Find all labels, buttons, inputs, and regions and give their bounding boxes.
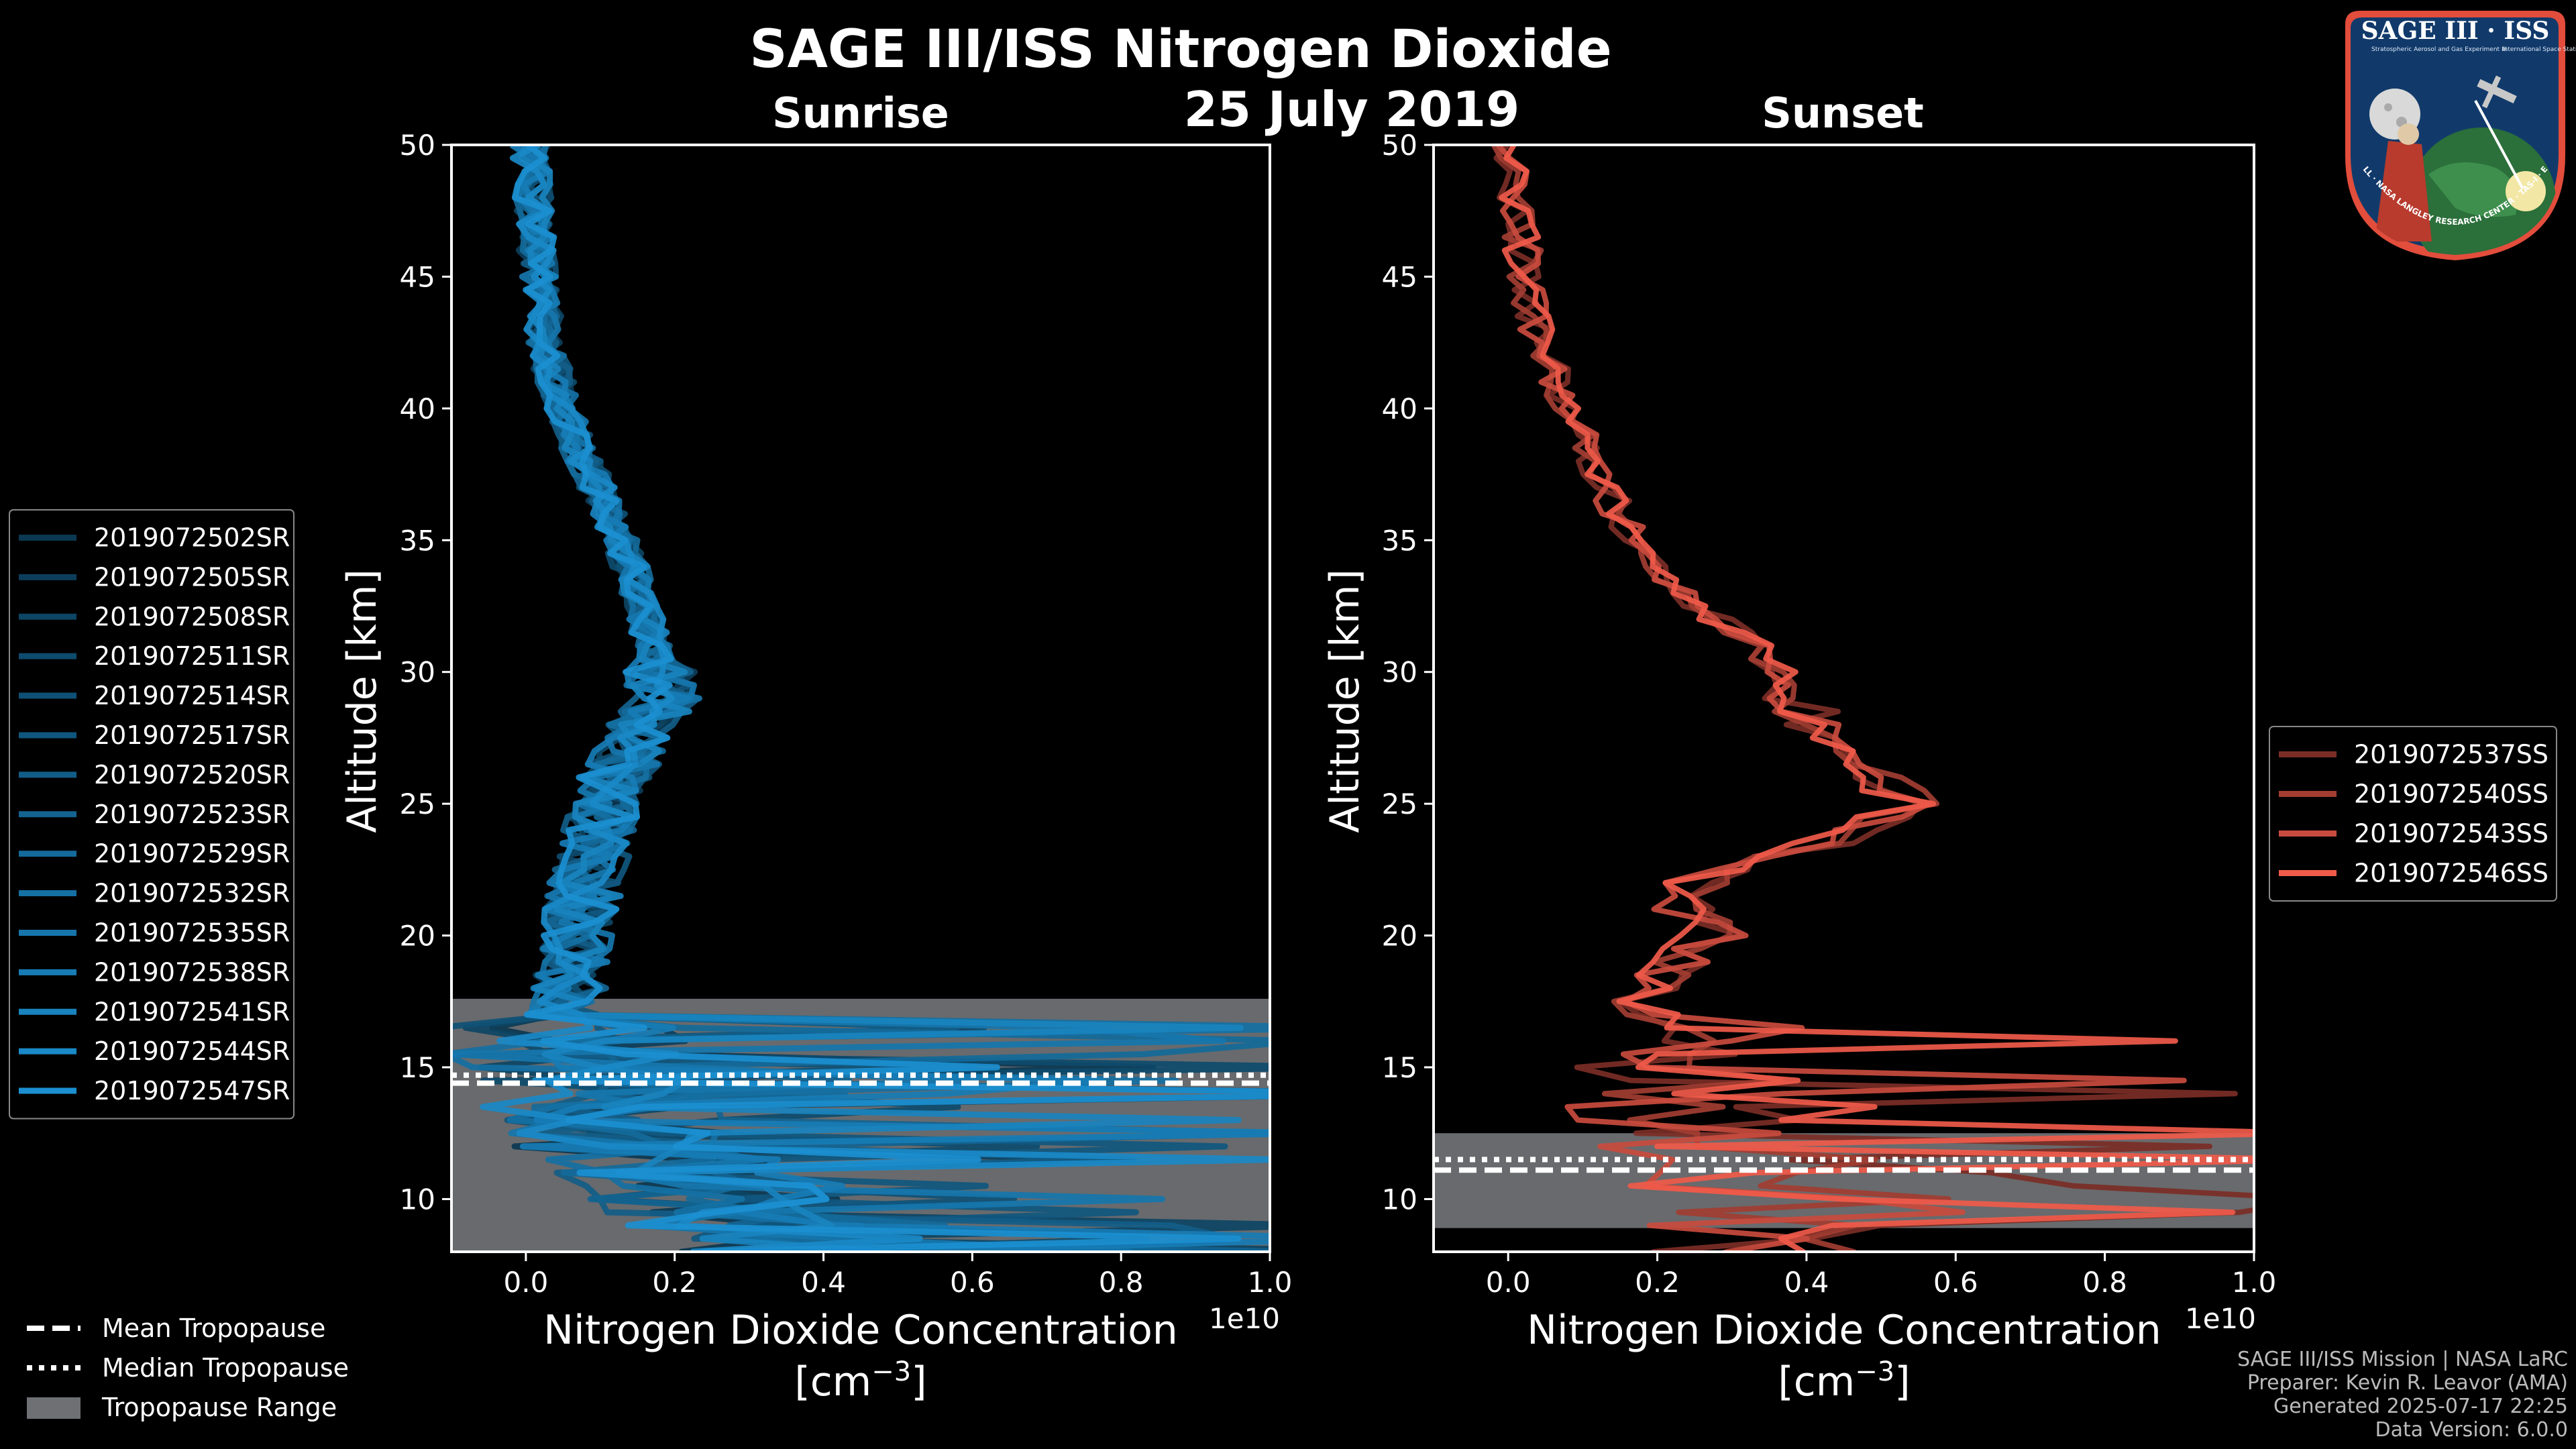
logo-subtitle-left: Stratospheric Aerosol and Gas Experiment… [2371, 46, 2507, 53]
legend-label-2019072532SR: 2019072532SR [94, 879, 290, 908]
tropopause-range-label: Tropopause Range [101, 1393, 337, 1422]
sunset-axes-frame [1432, 144, 2255, 1253]
sunset-legend: 2019072537SS 2019072540SS 2019072543SS 2019… [2269, 726, 2557, 902]
sunrise-ytick-label: 45 [400, 260, 435, 293]
sunrise-ytick-label: 50 [400, 129, 435, 162]
sunset-xlabel: Nitrogen Dioxide Concentration [1527, 1307, 2161, 1354]
legend-label-2019072505SR: 2019072505SR [94, 562, 290, 592]
sunrise-xtick-label: 0.2 [652, 1266, 697, 1299]
footer-data-version: Data Version: 6.0.0 [2375, 1418, 2568, 1442]
sunset-ytick-label: 40 [1382, 392, 1417, 425]
footer-generated: Generated 2025-07-17 22:25 [2273, 1395, 2568, 1418]
sunrise-xtick-label: 0.8 [1099, 1266, 1144, 1299]
sunset-ylabel: Altitude [km] [1322, 569, 1368, 833]
logo-subtitle-right: International Space Station [2502, 46, 2576, 53]
sunset-ytick-label: 50 [1382, 129, 1417, 162]
sunrise-ytick-label: 30 [400, 656, 435, 689]
legend-label-2019072517SR: 2019072517SR [94, 720, 290, 750]
legend-label-2019072537SS: 2019072537SS [2354, 740, 2548, 769]
sunrise-axes-frame [450, 144, 1271, 1253]
legend-label-2019072520SR: 2019072520SR [94, 760, 290, 790]
sunrise-xtick-label: 0.0 [504, 1266, 549, 1299]
legend-frame [2269, 726, 2557, 902]
profile-2019072546SS [1499, 145, 2254, 1252]
footer: SAGE III/ISS Mission | NASA LaRC Prepare… [2237, 1348, 2568, 1442]
sunset-ytick-label: 30 [1382, 656, 1417, 689]
sunset-xlabel-units: [cm−3] [1778, 1356, 1910, 1405]
sunrise-ytick-label: 40 [400, 392, 435, 425]
legend-label-2019072511SR: 2019072511SR [94, 641, 290, 671]
sunrise-title: Sunrise [772, 89, 949, 138]
footer-preparer: Preparer: Kevin R. Leavor (AMA) [2247, 1371, 2568, 1395]
legend-label-2019072523SR: 2019072523SR [94, 800, 290, 829]
sunset-xtick-label: 0.2 [1635, 1266, 1680, 1299]
sunset-ytick-label: 10 [1382, 1183, 1417, 1216]
sunrise-profiles [451, 145, 1270, 1252]
sunset-xtick-label: 0.6 [1933, 1266, 1978, 1299]
legend-label-2019072508SR: 2019072508SR [94, 602, 290, 631]
tropopause-range-swatch [27, 1397, 80, 1419]
sunrise-legend: 2019072502SR 2019072505SR 2019072508SR 2019… [9, 509, 294, 1120]
logo-sun [2506, 171, 2546, 211]
sunset-panel: 0.0 0.2 0.4 0.6 0.8 1.0 10 15 20 25 30 35 40 45 50 [1382, 129, 2277, 1299]
legend-label-2019072535SR: 2019072535SR [94, 918, 290, 947]
sunrise-xtick-label: 0.4 [801, 1266, 846, 1299]
sunrise-xlabel-units: [cm−3] [794, 1356, 926, 1405]
sunset-ytick-label: 25 [1382, 788, 1417, 820]
median-tropopause-label: Median Tropopause [102, 1353, 349, 1383]
figure-date: 25 July 2019 [1184, 81, 1519, 138]
legend-label-2019072541SR: 2019072541SR [94, 997, 290, 1026]
sunrise-xlabel: Nitrogen Dioxide Concentration [543, 1307, 1178, 1354]
sunrise-xtick-label: 1.0 [1248, 1266, 1293, 1299]
logo-iss [2477, 78, 2517, 104]
legend-label-2019072538SR: 2019072538SR [94, 957, 290, 987]
legend-label-2019072547SR: 2019072547SR [94, 1076, 290, 1106]
sunset-ytick-label: 15 [1382, 1051, 1417, 1084]
legend-label-2019072543SS: 2019072543SS [2354, 819, 2548, 849]
sunrise-x-scale: 1e10 [1209, 1302, 1280, 1335]
sunrise-ylabel: Altitude [km] [339, 569, 386, 833]
sunset-ytick-label: 20 [1382, 920, 1417, 953]
logo-title: SAGE III · ISS [2361, 17, 2550, 45]
sunset-ytick-label: 35 [1382, 524, 1417, 557]
figure-title: SAGE III/ISS Nitrogen Dioxide [749, 19, 1611, 80]
sunset-xtick-label: 0.4 [1784, 1266, 1829, 1299]
sunrise-ytick-label: 25 [400, 788, 435, 820]
sunset-ytick-label: 45 [1382, 260, 1417, 293]
sunrise-panel: 0.0 0.2 0.4 0.6 0.8 1.0 10 15 20 25 30 35 40 45 50 [400, 129, 1293, 1299]
logo-astronomer [2375, 141, 2432, 241]
mean-tropopause-label: Mean Tropopause [102, 1313, 325, 1343]
sunset-xtick-label: 0.0 [1486, 1266, 1531, 1299]
sunrise-xtick-label: 0.6 [950, 1266, 995, 1299]
legend-label-2019072502SR: 2019072502SR [94, 523, 290, 552]
sunset-title: Sunset [1762, 89, 1924, 138]
profile-2019072547SR [511, 145, 1270, 1252]
legend-label-2019072546SS: 2019072546SS [2354, 859, 2548, 888]
legend-label-2019072540SS: 2019072540SS [2354, 780, 2548, 809]
sunrise-ytick-label: 35 [400, 524, 435, 557]
legend-label-2019072529SR: 2019072529SR [94, 839, 290, 869]
tropopause-legend: Mean Tropopause Median Tropopause Tropop… [27, 1313, 349, 1422]
sunset-profiles [1491, 145, 2254, 1252]
sunrise-ytick-label: 15 [400, 1051, 435, 1084]
sunset-x-scale: 1e10 [2185, 1302, 2256, 1335]
sunset-xtick-label: 1.0 [2232, 1266, 2277, 1299]
legend-label-2019072544SR: 2019072544SR [94, 1036, 290, 1066]
sunrise-ytick-label: 10 [400, 1183, 435, 1216]
legend-frame [9, 509, 294, 1120]
sunset-xtick-label: 0.8 [2082, 1266, 2127, 1299]
legend-label-2019072514SR: 2019072514SR [94, 681, 290, 710]
footer-mission: SAGE III/ISS Mission | NASA LaRC [2237, 1348, 2568, 1371]
profile-2019072543SS [1496, 145, 2187, 1252]
sunrise-ytick-label: 20 [400, 920, 435, 953]
